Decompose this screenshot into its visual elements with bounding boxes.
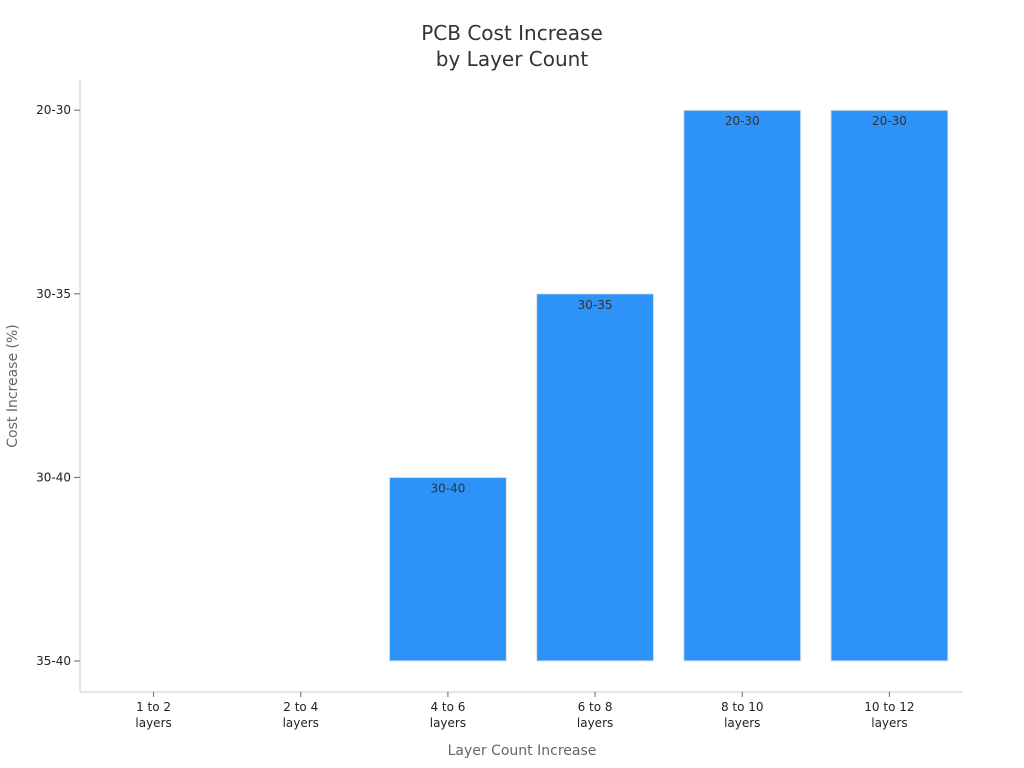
- x-axis-label: Layer Count Increase: [448, 743, 597, 759]
- y-axis-label: Cost Increase (%): [5, 324, 21, 448]
- bar: [536, 293, 655, 662]
- chart-title-line-1: PCB Cost Increase: [421, 21, 603, 45]
- y-axis-ticks: 35-40 30-40 30-35 20-30: [36, 103, 80, 668]
- y-tick-label: 30-40: [36, 470, 71, 484]
- y-tick-label: 35-40: [36, 654, 71, 668]
- x-tick-label: 1 to 2 layers: [135, 700, 171, 730]
- bar-data-label: 30-35: [578, 298, 613, 312]
- x-tick-label: 8 to 10 layers: [721, 700, 764, 730]
- x-tick-label: 4 to 6 layers: [430, 700, 466, 730]
- bar-data-label: 20-30: [725, 114, 760, 128]
- bar-data-label: 30-40: [430, 481, 465, 495]
- bar: [388, 476, 507, 662]
- bar: [683, 109, 802, 662]
- bar: [830, 109, 949, 662]
- x-axis-ticks: 1 to 2 layers 2 to 4 layers 4 to 6 layers 6 to…: [135, 692, 915, 730]
- bar-labels-group: 30-40 30-35 20-30 20-30: [430, 114, 906, 495]
- y-tick-label: 30-35: [36, 287, 71, 301]
- x-tick-label: 10 to 12 layers: [864, 700, 914, 730]
- x-tick-label: 6 to 8 layers: [577, 700, 613, 730]
- x-tick-label: 2 to 4 layers: [283, 700, 319, 730]
- bar-data-label: 20-30: [872, 114, 907, 128]
- y-tick-label: 20-30: [36, 103, 71, 117]
- bars-group: [388, 109, 949, 662]
- chart-title-line-2: by Layer Count: [436, 47, 589, 71]
